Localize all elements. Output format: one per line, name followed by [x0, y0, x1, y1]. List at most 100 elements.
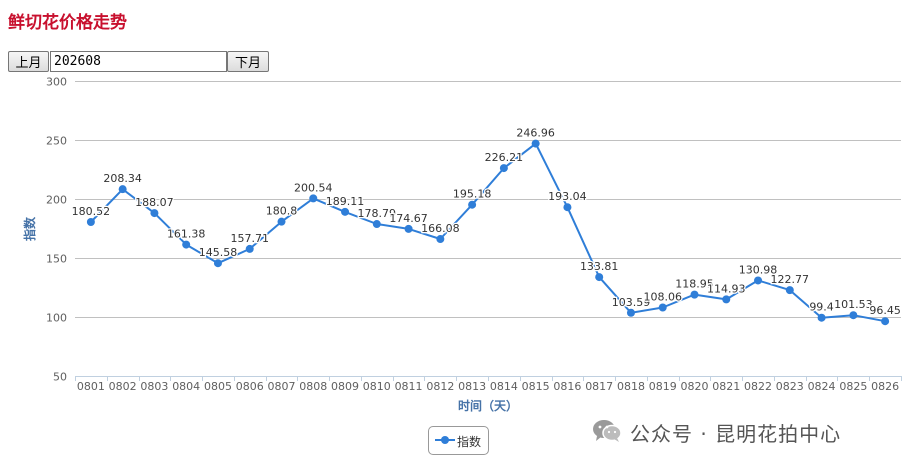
data-label: 246.96	[516, 127, 555, 140]
data-label: 166.08	[421, 222, 460, 235]
data-point	[468, 200, 477, 209]
data-point	[658, 303, 667, 312]
data-label: 130.98	[739, 263, 778, 276]
data-point	[690, 290, 699, 299]
x-tick-label: 0815	[522, 380, 550, 393]
watermark-text: 公众号 · 昆明花拍中心	[630, 422, 842, 446]
x-tick-label: 0812	[426, 380, 454, 393]
data-label: 193.04	[548, 190, 587, 203]
x-tick-label: 0813	[458, 380, 486, 393]
data-point	[86, 217, 95, 226]
x-tick-label: 0805	[204, 380, 232, 393]
y-tick-label: 150	[46, 253, 67, 266]
x-tick-label: 0820	[681, 380, 709, 393]
x-tick-label: 0806	[236, 380, 264, 393]
y-tick-label: 250	[46, 135, 67, 148]
chart-axes: 50 100 150 200 250 300 0801 0802 0803 0804 0805 080…	[46, 76, 902, 393]
x-tick-label: 0809	[331, 380, 359, 393]
x-tick-label: 0824	[808, 380, 836, 393]
data-label: 174.67	[389, 212, 428, 225]
x-tick-label: 0808	[299, 380, 327, 393]
y-tick-label: 300	[46, 76, 67, 89]
y-tick-label: 200	[46, 194, 67, 207]
data-label: 122.77	[771, 273, 810, 286]
data-point	[626, 308, 635, 317]
data-label: 189.11	[326, 195, 365, 208]
data-point	[849, 311, 858, 320]
data-label: 178.79	[358, 207, 397, 220]
data-label: 101.53	[834, 298, 873, 311]
x-axis-title: 时间（天）	[458, 398, 518, 413]
data-label: 145.58	[199, 246, 238, 259]
data-point	[341, 207, 350, 216]
x-tick-label: 0821	[712, 380, 740, 393]
data-point	[436, 235, 445, 244]
x-tick-label: 0803	[140, 380, 168, 393]
chart-series	[86, 139, 890, 326]
data-point	[277, 217, 286, 226]
data-point	[881, 317, 890, 326]
y-tick-label: 50	[53, 371, 67, 384]
data-point	[309, 194, 318, 203]
data-label: 133.81	[580, 260, 619, 273]
y-tick-label: 100	[46, 312, 67, 325]
data-label: 208.34	[103, 172, 142, 185]
x-tick-label: 0818	[617, 380, 645, 393]
data-label: 226.21	[485, 151, 524, 164]
x-tick-label: 0804	[172, 380, 200, 393]
wechat-icon	[593, 420, 622, 442]
x-tick-label: 0807	[268, 380, 296, 393]
x-tick-label: 0816	[553, 380, 581, 393]
month-input[interactable]	[50, 51, 227, 72]
data-label: 114.93	[707, 282, 746, 295]
data-point	[118, 185, 127, 194]
data-label: 180.52	[72, 205, 111, 218]
data-point	[595, 273, 604, 282]
data-label: 103.59	[612, 296, 651, 309]
x-tick-label: 0810	[363, 380, 391, 393]
y-axis-title: 指数	[22, 216, 37, 241]
x-tick-label: 0822	[744, 380, 772, 393]
data-label: 161.38	[167, 228, 206, 241]
legend-label: 指数	[457, 435, 482, 449]
data-point	[213, 259, 222, 268]
data-point	[754, 276, 763, 285]
data-label: 99.4	[809, 301, 834, 314]
prev-month-button[interactable]: 上月	[8, 51, 49, 72]
x-tick-label: 0814	[490, 380, 518, 393]
data-label: 195.18	[453, 188, 492, 201]
x-tick-label: 0802	[109, 380, 137, 393]
x-tick-label: 0819	[649, 380, 677, 393]
data-point	[150, 209, 159, 218]
data-point	[785, 286, 794, 295]
x-tick-label: 0823	[776, 380, 804, 393]
data-point	[372, 220, 381, 229]
data-label: 96.45	[869, 304, 901, 317]
data-label: 188.07	[135, 196, 174, 209]
legend-series-marker	[435, 436, 455, 444]
data-point	[499, 164, 508, 173]
data-point	[245, 244, 254, 253]
x-tick-label: 0825	[839, 380, 867, 393]
x-tick-label: 0801	[77, 380, 105, 393]
data-point	[404, 224, 413, 233]
x-tick-label: 0817	[585, 380, 613, 393]
series-line	[90, 142, 886, 323]
x-tick-label: 0811	[395, 380, 423, 393]
data-label: 118.95	[675, 278, 714, 291]
data-label: 108.06	[643, 290, 682, 303]
chart-legend[interactable]: 指数	[428, 426, 489, 455]
data-point	[817, 313, 826, 322]
data-label: 200.54	[294, 181, 333, 194]
data-label: 157.71	[230, 232, 269, 245]
data-point	[531, 139, 540, 148]
page-title: 鲜切花价格走势	[8, 13, 127, 33]
data-label: 180.8	[266, 205, 298, 218]
data-point	[722, 295, 731, 304]
next-month-button[interactable]: 下月	[227, 51, 269, 72]
data-point	[182, 240, 191, 249]
data-point	[563, 203, 572, 212]
x-tick-label: 0826	[871, 380, 899, 393]
